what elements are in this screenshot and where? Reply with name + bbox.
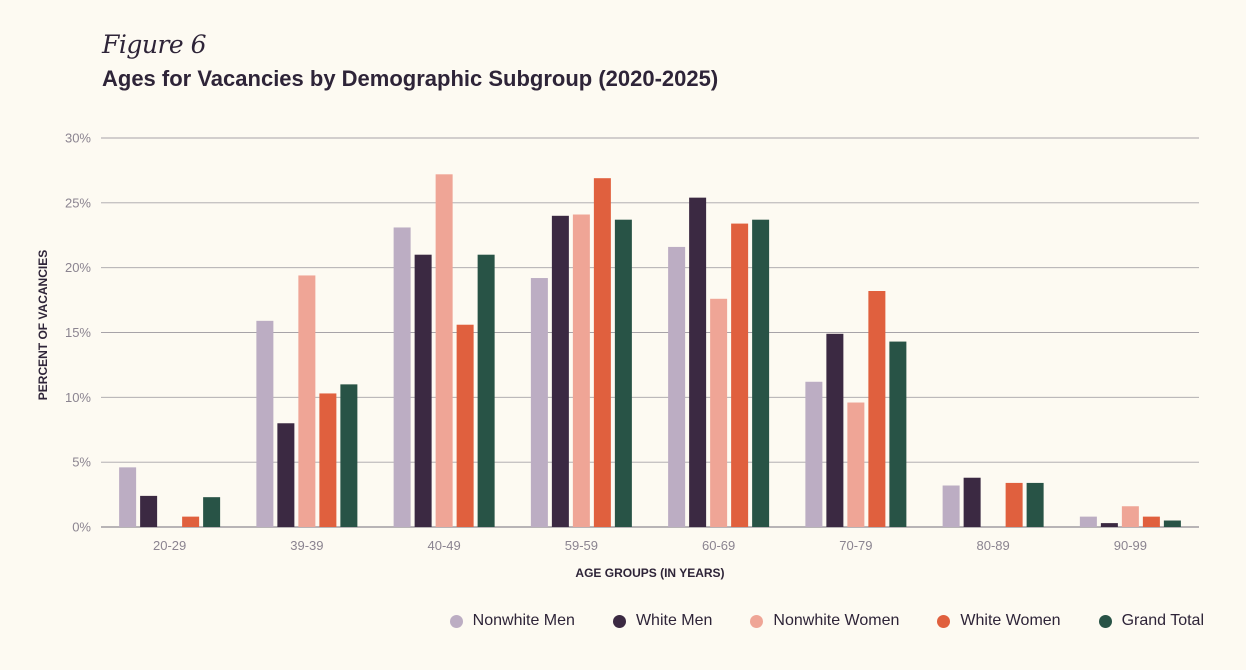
bar-nonwhite-men-59-59: [530, 278, 548, 527]
bar-nonwhite-women-60-69: [710, 298, 728, 527]
bar-white-men-40-49: [414, 254, 432, 527]
y-tick-label: 5%: [72, 455, 91, 470]
legend-item-white-women: White Women: [937, 612, 1061, 630]
bar-nonwhite-women-39-39: [298, 275, 316, 527]
bar-white-women-60-69: [731, 223, 749, 527]
legend-swatch-white-women: [937, 614, 951, 628]
bar-nonwhite-men-60-69: [668, 246, 686, 528]
bar-white-women-40-49: [456, 324, 474, 527]
bar-grand-total-80-89: [1026, 482, 1044, 527]
y-tick-label: 15%: [65, 325, 91, 340]
y-tick-label: 30%: [65, 131, 91, 146]
bar-grand-total-70-79: [889, 341, 907, 527]
bar-chart: 0% 5% 10% 15% 20% 25% 30% 20-29 39-39 40-49 59-59…: [36, 131, 1199, 580]
x-tick-label: 80-89: [977, 538, 1010, 553]
bar-nonwhite-men-70-79: [805, 381, 823, 527]
x-tick-label: 70-79: [839, 538, 872, 553]
bar-nonwhite-women-59-59: [572, 214, 590, 527]
bar-white-women-20-29: [182, 516, 200, 527]
legend-item-nonwhite-women: Nonwhite Women: [750, 612, 899, 630]
legend-swatch-grand-total: [1098, 614, 1112, 628]
legend-swatch-nonwhite-women: [750, 614, 764, 628]
bar-grand-total-39-39: [340, 384, 358, 527]
legend-swatch-nonwhite-men: [449, 614, 463, 628]
bar-nonwhite-women-70-79: [847, 402, 865, 527]
legend-label: Nonwhite Men: [472, 612, 575, 629]
bar-white-men-90-99: [1100, 523, 1118, 527]
legend-label: Nonwhite Women: [773, 612, 900, 629]
legend-label: Grand Total: [1121, 612, 1204, 629]
legend-label: White Men: [635, 612, 713, 629]
x-axis-title: AGE GROUPS (IN YEARS): [575, 566, 724, 580]
y-tick-label: 25%: [65, 195, 91, 210]
bar-white-women-39-39: [319, 393, 337, 527]
bar-nonwhite-women-40-49: [435, 174, 453, 527]
x-tick-label: 60-69: [702, 538, 735, 553]
y-axis-title: PERCENT OF VACANCIES: [36, 250, 50, 400]
bar-white-men-20-29: [140, 495, 158, 527]
legend-item-white-men: White Men: [612, 612, 713, 630]
bar-white-women-80-89: [1005, 482, 1023, 527]
legend-swatch-white-men: [612, 614, 626, 628]
bars: [119, 174, 1181, 528]
bar-grand-total-20-29: [203, 497, 221, 527]
y-tick-label: 20%: [65, 260, 91, 275]
bar-white-men-80-89: [963, 477, 981, 527]
x-tick-label: 20-29: [153, 538, 186, 553]
chart-title: Ages for Vacancies by Demographic Subgro…: [102, 66, 719, 91]
x-axis-ticks: 20-29 39-39 40-49 59-59 60-69 70-79 80-89 90-99: [153, 538, 1147, 553]
bar-grand-total-60-69: [752, 219, 770, 527]
legend-label: White Women: [960, 612, 1061, 629]
y-axis-ticks: 0% 5% 10% 15% 20% 25% 30%: [65, 131, 91, 535]
bar-nonwhite-men-40-49: [393, 227, 411, 527]
bar-nonwhite-men-39-39: [256, 320, 274, 527]
x-tick-label: 59-59: [565, 538, 598, 553]
bar-nonwhite-men-90-99: [1079, 516, 1097, 527]
bar-nonwhite-men-80-89: [942, 485, 960, 527]
bar-grand-total-59-59: [614, 219, 632, 527]
x-tick-label: 90-99: [1114, 538, 1147, 553]
bar-grand-total-40-49: [477, 254, 495, 527]
x-tick-label: 39-39: [290, 538, 323, 553]
bar-grand-total-90-99: [1163, 520, 1181, 527]
bar-white-men-39-39: [277, 423, 295, 527]
legend-item-grand-total: Grand Total: [1098, 612, 1204, 630]
bar-white-women-90-99: [1142, 516, 1160, 527]
bar-white-women-59-59: [593, 178, 611, 528]
y-tick-label: 0%: [72, 520, 91, 535]
legend: Nonwhite Men White Men Nonwhite Women Wh…: [449, 612, 1204, 630]
bar-nonwhite-men-20-29: [119, 467, 137, 527]
bar-white-men-60-69: [689, 197, 707, 527]
bar-nonwhite-women-90-99: [1121, 506, 1139, 527]
figure-label: Figure 6: [102, 30, 207, 59]
x-tick-label: 40-49: [428, 538, 461, 553]
bar-white-women-70-79: [868, 291, 886, 527]
bar-white-men-59-59: [551, 215, 569, 528]
y-tick-label: 10%: [65, 390, 91, 405]
legend-item-nonwhite-men: Nonwhite Men: [449, 612, 575, 630]
bar-white-men-70-79: [826, 333, 844, 527]
